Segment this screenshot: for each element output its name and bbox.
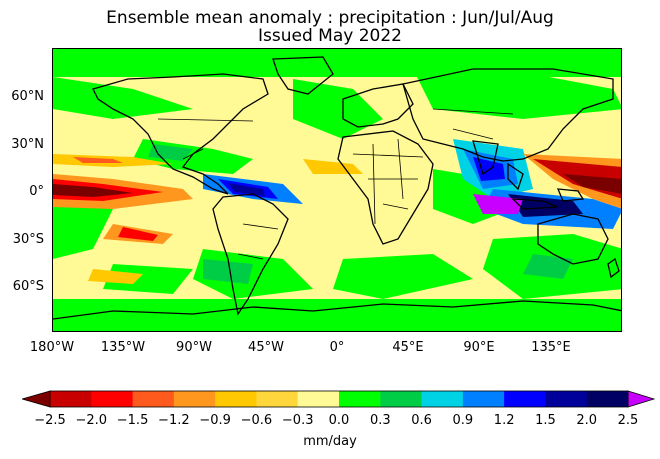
country-borders [157, 108, 514, 260]
colorbar [22, 390, 656, 408]
chart-title: Ensemble mean anomaly : precipitation : … [106, 8, 554, 28]
lat-label-0: 0° [29, 184, 44, 199]
colorbar-units: mm/day [303, 434, 357, 449]
colorbar-box [462, 391, 505, 407]
colorbar-box [297, 391, 340, 407]
anomaly-field-blue [203, 139, 621, 229]
lon-label-45e: 45°E [392, 340, 424, 355]
colorbar-tick-label: 2.0 [576, 413, 598, 428]
colorbar-box [545, 391, 588, 407]
colorbar-tick-label: 1.2 [493, 413, 515, 428]
lon-label-0: 0° [329, 340, 345, 355]
colorbar-tick-label: −2.5 [34, 413, 66, 428]
colorbar-tick-label: 0.6 [411, 413, 432, 428]
lat-label-60s: 60°S [12, 279, 44, 294]
colorbar-box [215, 391, 257, 407]
anomaly-field-darkgreen [148, 144, 573, 284]
colorbar-tick-label: 0.0 [328, 413, 350, 428]
colorbar-box [91, 391, 134, 407]
colorbar-box [421, 391, 464, 407]
colorbar-extend-high [627, 390, 656, 408]
colorbar-tick-label: −1.2 [158, 413, 190, 428]
colorbar-box [339, 391, 381, 407]
colorbar-tick-label: 0.9 [452, 413, 474, 428]
coastlines [53, 56, 621, 320]
colorbar-tick-label: −0.3 [281, 413, 314, 428]
colorbar-box [380, 391, 423, 407]
colorbar-box [132, 391, 175, 407]
lon-label-135e: 135°E [531, 340, 571, 355]
lon-label-135w: 135°W [100, 340, 146, 355]
colorbar-tick-label: −0.9 [199, 413, 231, 428]
colorbar-tick-label: 1.5 [535, 413, 556, 428]
colorbar-box [256, 391, 299, 407]
lon-label-45w: 45°W [248, 340, 284, 355]
colorbar-box [50, 391, 92, 407]
anomaly-field-red [53, 154, 621, 284]
lat-label-30s: 30°S [12, 232, 44, 247]
colorbar-box [586, 391, 629, 407]
colorbar-tick-label: 0.3 [369, 413, 391, 428]
lon-label-90e: 90°E [463, 340, 495, 355]
lat-label-30n: 30°N [11, 137, 44, 152]
colorbar-box [173, 391, 216, 407]
lat-label-60n: 60°N [11, 89, 44, 104]
colorbar-extend-low [22, 390, 51, 408]
colorbar-box [504, 391, 546, 407]
colorbar-tick-label: −2.0 [75, 413, 108, 428]
chart-subtitle: Issued May 2022 [258, 26, 402, 46]
lon-label-180w: 180°W [29, 340, 75, 355]
colorbar-tick-label: −1.5 [116, 413, 149, 428]
colorbar-tick-label: −0.6 [240, 413, 273, 428]
precipitation-anomaly-map [52, 48, 622, 332]
lon-label-90w: 90°W [176, 340, 212, 355]
colorbar-frame [49, 390, 629, 408]
colorbar-tick-label: 2.5 [617, 413, 639, 428]
